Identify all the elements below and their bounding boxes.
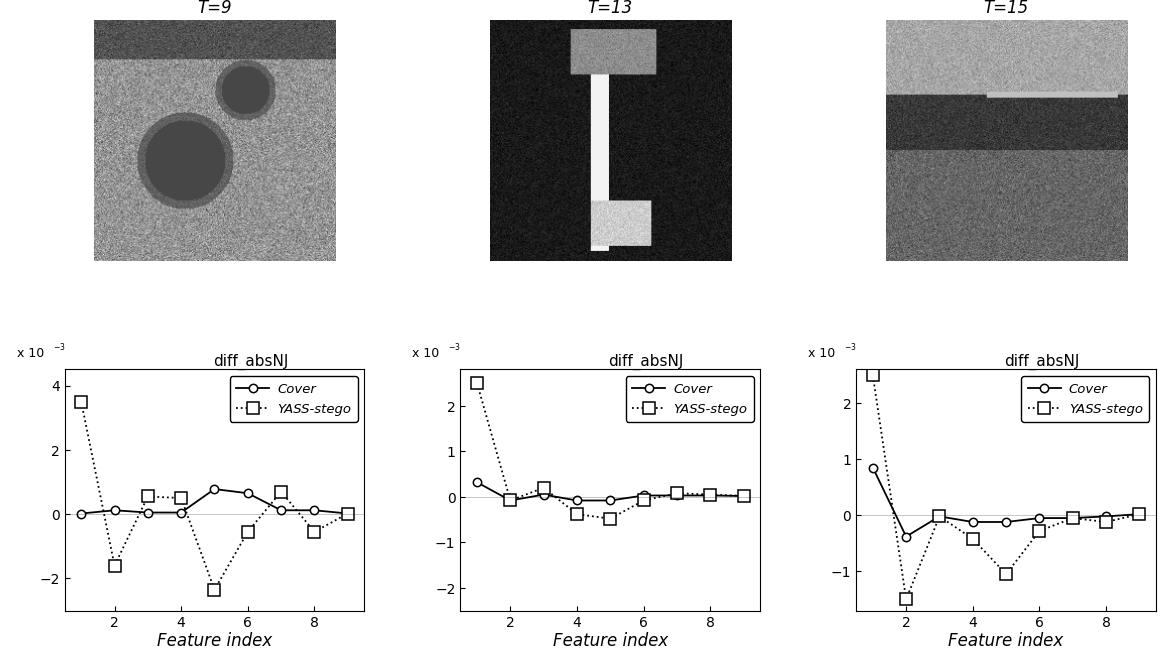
YASS-stego <box>899 595 913 603</box>
YASS-stego <box>965 535 979 543</box>
YASS-stego <box>998 570 1012 578</box>
YASS-stego <box>1065 514 1079 522</box>
Cover <box>536 491 550 499</box>
Cover <box>503 497 517 505</box>
YASS-stego <box>636 497 650 505</box>
YASS-stego <box>108 562 122 570</box>
Legend: Cover, YASS-stego: Cover, YASS-stego <box>625 376 753 422</box>
YASS-stego <box>737 492 751 500</box>
X-axis label: Feature index: Feature index <box>157 632 272 650</box>
YASS-stego <box>240 528 255 536</box>
YASS-stego <box>274 488 289 496</box>
Cover <box>340 509 354 517</box>
YASS-stego <box>340 509 354 517</box>
Cover <box>307 507 321 515</box>
Cover <box>1098 513 1112 521</box>
Title: diff_absNJ: diff_absNJ <box>609 354 684 370</box>
YASS-stego <box>866 371 880 379</box>
YASS-stego <box>570 510 584 518</box>
YASS-stego <box>174 494 188 502</box>
Cover <box>636 492 650 500</box>
Cover <box>866 464 880 472</box>
Line: Cover: Cover <box>473 478 747 505</box>
Cover <box>737 492 751 500</box>
Cover <box>670 492 684 500</box>
Line: Cover: Cover <box>77 485 352 518</box>
YASS-stego <box>208 586 222 594</box>
Cover <box>603 497 617 505</box>
Cover <box>74 509 88 517</box>
YASS-stego <box>536 484 550 492</box>
Cover <box>208 485 222 493</box>
Cover <box>1065 514 1079 522</box>
Text: x 10: x 10 <box>16 347 43 360</box>
YASS-stego <box>469 379 483 387</box>
Line: YASS-stego: YASS-stego <box>867 370 1145 605</box>
Line: YASS-stego: YASS-stego <box>75 396 353 595</box>
Text: x 10: x 10 <box>808 347 835 360</box>
Title: T=9: T=9 <box>197 0 231 17</box>
Text: $^{-3}$: $^{-3}$ <box>448 343 461 353</box>
YASS-stego <box>670 489 684 497</box>
Title: diff_absNJ: diff_absNJ <box>212 354 289 370</box>
Cover <box>899 533 913 541</box>
Cover <box>1132 510 1146 518</box>
Title: T=13: T=13 <box>588 0 632 17</box>
Cover <box>469 478 483 486</box>
Cover <box>174 509 188 517</box>
YASS-stego <box>1032 527 1046 535</box>
Text: $^{-3}$: $^{-3}$ <box>53 343 66 353</box>
Cover <box>240 489 255 497</box>
YASS-stego <box>307 528 321 536</box>
YASS-stego <box>703 491 717 499</box>
Cover <box>570 497 584 505</box>
YASS-stego <box>1098 518 1112 526</box>
Line: YASS-stego: YASS-stego <box>472 378 748 524</box>
YASS-stego <box>603 515 617 523</box>
YASS-stego <box>74 398 88 406</box>
Cover <box>965 518 979 526</box>
Cover <box>703 492 717 500</box>
YASS-stego <box>931 513 945 521</box>
Cover <box>141 509 155 517</box>
Title: T=15: T=15 <box>983 0 1029 17</box>
YASS-stego <box>1132 510 1146 518</box>
Legend: Cover, YASS-stego: Cover, YASS-stego <box>1021 376 1148 422</box>
X-axis label: Feature index: Feature index <box>552 632 667 650</box>
Cover <box>108 507 122 515</box>
YASS-stego <box>503 497 517 505</box>
Cover <box>1032 514 1046 522</box>
Legend: Cover, YASS-stego: Cover, YASS-stego <box>230 376 358 422</box>
Text: x 10: x 10 <box>412 347 440 360</box>
Cover <box>931 513 945 521</box>
Cover <box>274 507 289 515</box>
Line: Cover: Cover <box>868 464 1143 541</box>
X-axis label: Feature index: Feature index <box>948 632 1063 650</box>
YASS-stego <box>141 493 155 501</box>
Title: diff_absNJ: diff_absNJ <box>1004 354 1079 370</box>
Text: $^{-3}$: $^{-3}$ <box>843 343 856 353</box>
Cover <box>998 518 1012 526</box>
